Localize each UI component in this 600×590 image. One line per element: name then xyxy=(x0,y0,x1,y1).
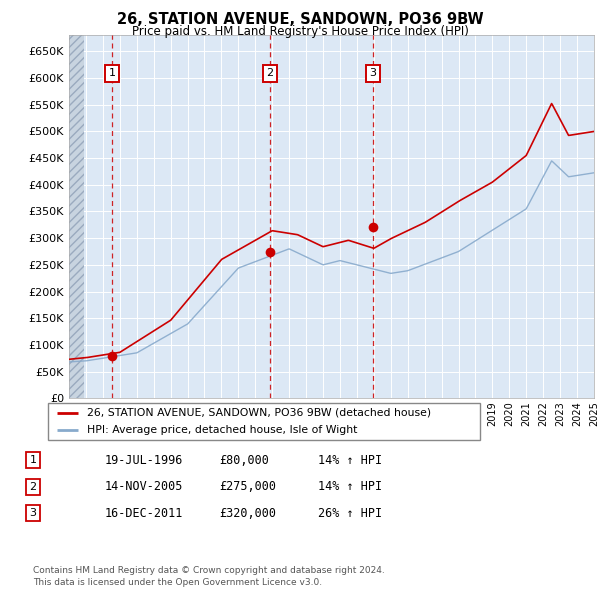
Text: 19-JUL-1996: 19-JUL-1996 xyxy=(105,454,184,467)
Text: £275,000: £275,000 xyxy=(219,480,276,493)
Text: 2: 2 xyxy=(29,482,37,491)
Text: £320,000: £320,000 xyxy=(219,507,276,520)
Text: Contains HM Land Registry data © Crown copyright and database right 2024.
This d: Contains HM Land Registry data © Crown c… xyxy=(33,566,385,587)
Text: 1: 1 xyxy=(109,68,116,78)
Text: 3: 3 xyxy=(29,509,37,518)
Text: HPI: Average price, detached house, Isle of Wight: HPI: Average price, detached house, Isle… xyxy=(87,425,357,435)
Text: 14% ↑ HPI: 14% ↑ HPI xyxy=(318,454,382,467)
Text: 2: 2 xyxy=(266,68,274,78)
FancyBboxPatch shape xyxy=(48,403,480,440)
Text: £80,000: £80,000 xyxy=(219,454,269,467)
Text: 26% ↑ HPI: 26% ↑ HPI xyxy=(318,507,382,520)
Bar xyxy=(69,35,84,398)
Text: 14-NOV-2005: 14-NOV-2005 xyxy=(105,480,184,493)
Text: 1: 1 xyxy=(29,455,37,465)
Text: 16-DEC-2011: 16-DEC-2011 xyxy=(105,507,184,520)
Text: 26, STATION AVENUE, SANDOWN, PO36 9BW (detached house): 26, STATION AVENUE, SANDOWN, PO36 9BW (d… xyxy=(87,408,431,418)
Text: Price paid vs. HM Land Registry's House Price Index (HPI): Price paid vs. HM Land Registry's House … xyxy=(131,25,469,38)
Text: 26, STATION AVENUE, SANDOWN, PO36 9BW: 26, STATION AVENUE, SANDOWN, PO36 9BW xyxy=(116,12,484,27)
Text: 14% ↑ HPI: 14% ↑ HPI xyxy=(318,480,382,493)
Text: 3: 3 xyxy=(370,68,377,78)
